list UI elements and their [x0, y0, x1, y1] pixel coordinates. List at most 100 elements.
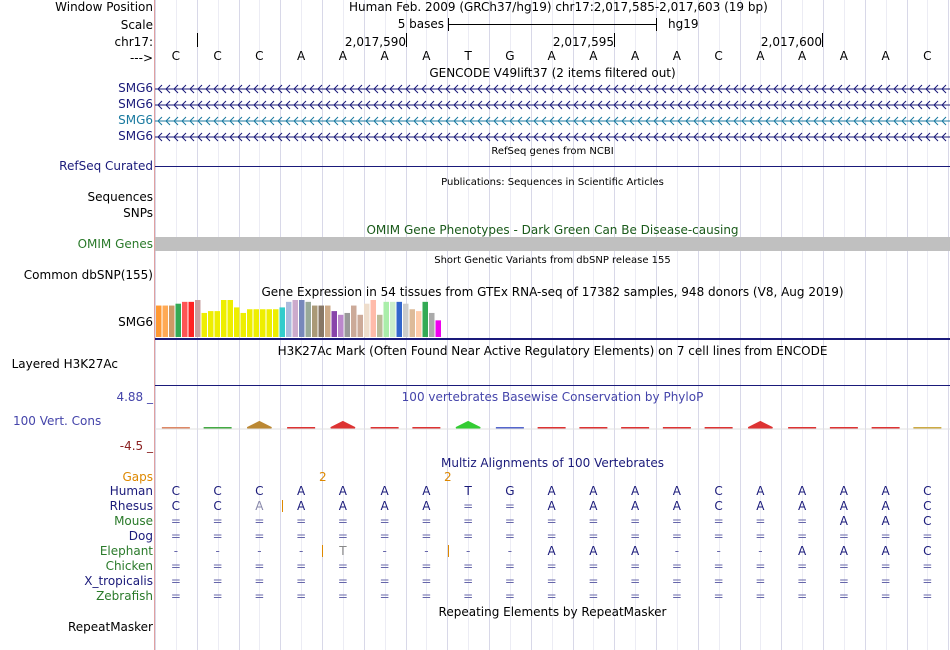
publications-title[interactable]: Publications: Sequences in Scientific Ar…	[441, 177, 664, 188]
strand-arrow-icon	[925, 116, 931, 126]
gtex-tissue-bar[interactable]	[279, 307, 286, 337]
alignment-base: =	[755, 559, 766, 573]
gtex-tissue-bar[interactable]	[247, 309, 253, 337]
gencode-gene-feature[interactable]	[155, 100, 950, 110]
gencode-gene-label[interactable]: SMG6	[118, 81, 153, 95]
phylop-logo[interactable]	[155, 418, 950, 440]
gtex-tissue-bar[interactable]	[422, 301, 429, 337]
insertion-marker[interactable]	[322, 545, 323, 557]
gtex-tissue-bar[interactable]	[429, 312, 435, 337]
gtex-tissue-bar[interactable]	[325, 305, 331, 337]
gtex-tissue-bar[interactable]	[344, 312, 351, 337]
gtex-tissue-bar[interactable]	[221, 300, 227, 337]
species-label[interactable]: Elephant	[99, 544, 153, 558]
strand-arrow-icon	[397, 84, 403, 94]
gtex-tissue-bar[interactable]	[156, 305, 162, 337]
gtex-tissue-bar[interactable]	[377, 314, 383, 337]
species-label[interactable]: Mouse	[114, 514, 153, 528]
gtex-tissue-bar[interactable]	[364, 303, 370, 337]
strand-arrow-icon	[861, 100, 867, 110]
gtex-tissue-bar[interactable]	[240, 312, 247, 337]
strand-arrow-icon	[357, 100, 363, 110]
h3k27ac-label[interactable]: Layered H3K27Ac	[11, 357, 118, 371]
gtex-tissue-bar[interactable]	[253, 309, 260, 337]
gtex-tissue-bar[interactable]	[403, 303, 409, 337]
gtex-tissue-bar[interactable]	[182, 301, 188, 337]
strand-arrow-icon	[357, 84, 363, 94]
strand-arrow-icon	[469, 132, 475, 142]
gtex-tissue-bar[interactable]	[266, 309, 273, 337]
gtex-tissue-bar[interactable]	[227, 300, 234, 337]
multiz-title[interactable]: Multiz Alignments of 100 Vertebrates	[440, 456, 665, 470]
insertion-marker[interactable]	[282, 500, 283, 512]
gtex-tissue-bar[interactable]	[370, 300, 377, 337]
omim-label[interactable]: OMIM Genes	[77, 237, 153, 251]
species-label[interactable]: Rhesus	[109, 499, 153, 513]
gaps-label[interactable]: Gaps	[122, 470, 153, 484]
repeatmasker-title[interactable]: Repeating Elements by RepeatMasker	[438, 605, 667, 619]
refseq-label[interactable]: RefSeq Curated	[59, 159, 153, 173]
species-label[interactable]: Zebrafish	[96, 589, 153, 603]
gtex-tissue-bar[interactable]	[351, 305, 357, 337]
snps-label[interactable]: SNPs	[123, 206, 153, 220]
h3k27ac-title[interactable]: H3K27Ac Mark (Often Found Near Active Re…	[277, 344, 828, 358]
gencode-gene-label[interactable]: SMG6	[118, 97, 153, 111]
gtex-tissue-bar[interactable]	[201, 312, 208, 337]
refseq-title[interactable]: RefSeq genes from NCBI	[491, 146, 614, 157]
gtex-tissue-bar[interactable]	[305, 301, 312, 337]
gtex-title[interactable]: Gene Expression in 54 tissues from GTEx …	[261, 285, 844, 299]
gtex-label[interactable]: SMG6	[118, 315, 153, 329]
omim-title[interactable]: OMIM Gene Phenotypes - Dark Green Can Be…	[366, 223, 739, 237]
gtex-tissue-bar[interactable]	[299, 300, 305, 337]
gtex-tissue-bar[interactable]	[214, 311, 221, 337]
gtex-tissue-bar[interactable]	[286, 301, 292, 337]
phylop-label[interactable]: 100 Vert. Cons	[13, 414, 102, 428]
strand-arrow-icon	[661, 84, 667, 94]
strand-arrow-icon	[525, 116, 531, 126]
dbsnp-label[interactable]: Common dbSNP(155)	[23, 268, 153, 282]
gtex-tissue-bar[interactable]	[357, 314, 364, 337]
gtex-tissue-bar[interactable]	[416, 311, 422, 337]
species-label[interactable]: Dog	[128, 529, 153, 543]
gencode-gene-label[interactable]: SMG6	[118, 129, 153, 143]
gtex-tissue-bar[interactable]	[260, 309, 266, 337]
strand-label: --->	[129, 51, 153, 65]
gencode-title[interactable]: GENCODE V49lift37 (2 items filtered out)	[429, 66, 676, 80]
species-label[interactable]: Human	[109, 484, 153, 498]
gtex-tissue-bar[interactable]	[396, 301, 403, 337]
gtex-tissue-bar[interactable]	[188, 301, 195, 337]
gtex-tissue-bar[interactable]	[318, 305, 325, 337]
strand-arrow-icon	[861, 116, 867, 126]
gtex-tissue-bar[interactable]	[331, 311, 338, 337]
strand-arrow-icon	[805, 100, 811, 110]
strand-arrow-icon	[189, 116, 195, 126]
species-label[interactable]: Chicken	[105, 559, 153, 573]
phylop-title[interactable]: 100 vertebrates Basewise Conservation by…	[401, 390, 704, 404]
gtex-tissue-bar[interactable]	[169, 305, 175, 337]
omim-bar[interactable]	[155, 237, 950, 251]
gtex-tissue-bar[interactable]	[208, 311, 214, 337]
gtex-bar-chart[interactable]	[155, 300, 950, 341]
insertion-marker[interactable]	[448, 545, 449, 557]
gtex-tissue-bar[interactable]	[435, 320, 442, 337]
gtex-tissue-bar[interactable]	[338, 314, 344, 337]
gencode-gene-feature[interactable]	[155, 84, 950, 94]
gencode-gene-feature[interactable]	[155, 116, 950, 126]
gtex-tissue-bar[interactable]	[312, 305, 318, 337]
gtex-tissue-bar[interactable]	[273, 309, 279, 337]
gtex-tissue-bar[interactable]	[383, 301, 390, 337]
gtex-tissue-bar[interactable]	[162, 305, 169, 337]
dbsnp-title[interactable]: Short Genetic Variants from dbSNP releas…	[434, 255, 671, 266]
gencode-gene-feature[interactable]	[155, 132, 950, 142]
gtex-tissue-bar[interactable]	[292, 300, 299, 337]
gtex-tissue-bar[interactable]	[195, 300, 201, 337]
alignment-base: =	[797, 529, 808, 543]
sequences-label[interactable]: Sequences	[87, 190, 153, 204]
gtex-tissue-bar[interactable]	[234, 307, 240, 337]
species-label[interactable]: X_tropicalis	[84, 574, 153, 588]
gtex-tissue-bar[interactable]	[409, 309, 416, 337]
gencode-gene-label[interactable]: SMG6	[118, 113, 153, 127]
repeatmasker-label[interactable]: RepeatMasker	[67, 620, 153, 634]
gtex-tissue-bar[interactable]	[390, 301, 396, 337]
gtex-tissue-bar[interactable]	[175, 303, 182, 337]
